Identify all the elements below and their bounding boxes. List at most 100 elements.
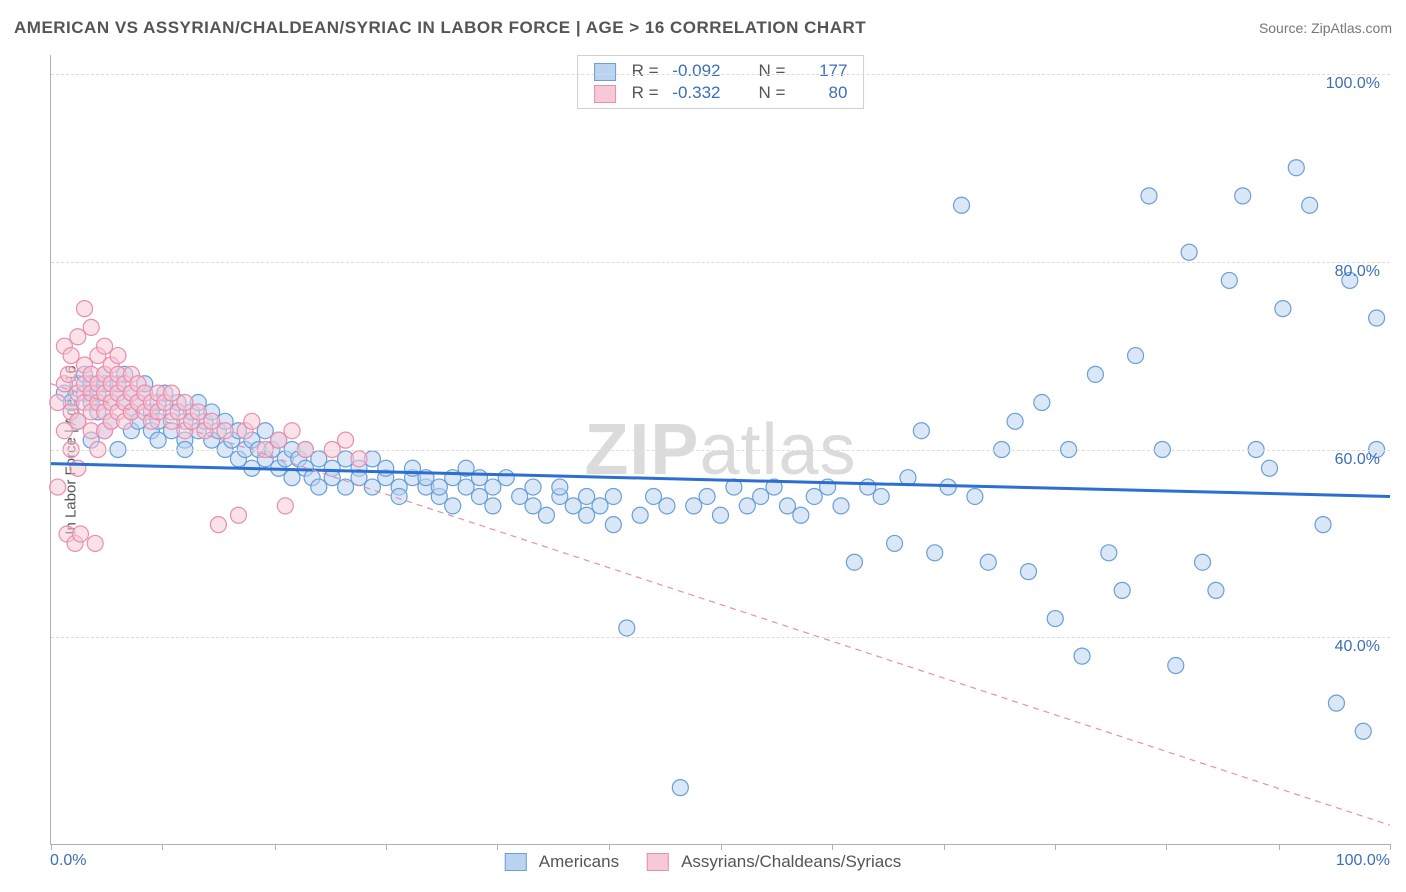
legend-bottom-item: Americans [505,852,619,872]
x-tick [162,844,163,850]
scatter-point [1328,695,1344,711]
scatter-point [50,395,66,411]
scatter-point [1074,648,1090,664]
scatter-point [471,488,487,504]
x-tick [832,844,833,850]
legend-label: Assyrians/Chaldeans/Syriacs [681,852,901,872]
scatter-point [70,413,86,429]
scatter-point [913,423,929,439]
scatter-point [579,488,595,504]
source-label: Source: ZipAtlas.com [1259,20,1392,36]
x-tick [497,844,498,850]
scatter-point [87,535,103,551]
scatter-point [1114,582,1130,598]
gridline [51,450,1390,451]
scatter-point [1235,188,1251,204]
scatter-point [83,319,99,335]
legend-top-row: R =-0.092N =177 [588,60,854,82]
x-tick [386,844,387,850]
x-tick [1390,844,1391,850]
scatter-point [1355,723,1371,739]
scatter-point [164,385,180,401]
scatter-point [1315,517,1331,533]
legend-bottom-item: Assyrians/Chaldeans/Syriacs [647,852,901,872]
x-min-label: 0.0% [50,852,86,870]
legend-label: Americans [539,852,619,872]
scatter-point [538,507,554,523]
scatter-point [485,498,501,514]
x-tick [51,844,52,850]
scatter-point [605,488,621,504]
scatter-point [713,507,729,523]
scatter-point [686,498,702,514]
scatter-point [1195,554,1211,570]
legend-top-row: R =-0.332N =80 [588,82,854,104]
x-tick [609,844,610,850]
scatter-point [284,470,300,486]
scatter-point [311,451,327,467]
scatter-point [204,413,220,429]
scatter-point [1288,160,1304,176]
r-value: -0.092 [665,60,727,82]
scatter-point [1181,244,1197,260]
legend-bottom: Americans Assyrians/Chaldeans/Syriacs [505,852,901,872]
scatter-point [1141,188,1157,204]
gridline [51,74,1390,75]
scatter-point [391,488,407,504]
scatter-point [76,301,92,317]
legend-top-table: R =-0.092N =177R =-0.332N =80 [588,60,854,104]
r-value: -0.332 [665,82,727,104]
scatter-point [244,413,260,429]
scatter-point [1007,413,1023,429]
scatter-point [1034,395,1050,411]
r-label: R = [626,82,665,104]
scatter-point [592,498,608,514]
scatter-point [177,395,193,411]
scatter-point [70,329,86,345]
scatter-point [50,479,66,495]
scatter-point [954,197,970,213]
scatter-point [793,507,809,523]
scatter-point [364,479,380,495]
scatter-point [552,479,568,495]
n-value: 80 [791,82,853,104]
scatter-point [833,498,849,514]
scatter-point [699,488,715,504]
scatter-point [739,498,755,514]
x-max-label: 100.0% [1336,852,1390,870]
scatter-point [967,488,983,504]
scatter-point [512,488,528,504]
plot-area: In Labor Force | Age > 16 ZIPatlas R =-0… [50,55,1390,845]
gridline [51,262,1390,263]
legend-top: R =-0.092N =177R =-0.332N =80 [577,55,865,109]
scatter-point [311,479,327,495]
scatter-point [659,498,675,514]
y-tick-label: 100.0% [1326,75,1380,93]
scatter-point [632,507,648,523]
scatter-point [672,780,688,796]
scatter-point [1261,460,1277,476]
scatter-point [271,432,287,448]
chart-title: AMERICAN VS ASSYRIAN/CHALDEAN/SYRIAC IN … [14,18,866,38]
scatter-point [605,517,621,533]
scatter-point [284,423,300,439]
gridline [51,637,1390,638]
scatter-point [1221,272,1237,288]
scatter-point [498,470,514,486]
x-tick [721,844,722,850]
scatter-point [927,545,943,561]
scatter-point [980,554,996,570]
scatter-point [458,479,474,495]
scatter-point [56,423,72,439]
scatter-point [217,423,233,439]
scatter-point [351,451,367,467]
scatter-point [565,498,581,514]
x-tick [1166,844,1167,850]
scatter-point [525,479,541,495]
scatter-point [257,423,273,439]
scatter-point [97,338,113,354]
legend-swatch [594,63,616,81]
scatter-point [485,479,501,495]
y-tick-label: 60.0% [1335,451,1380,469]
scatter-point [1302,197,1318,213]
